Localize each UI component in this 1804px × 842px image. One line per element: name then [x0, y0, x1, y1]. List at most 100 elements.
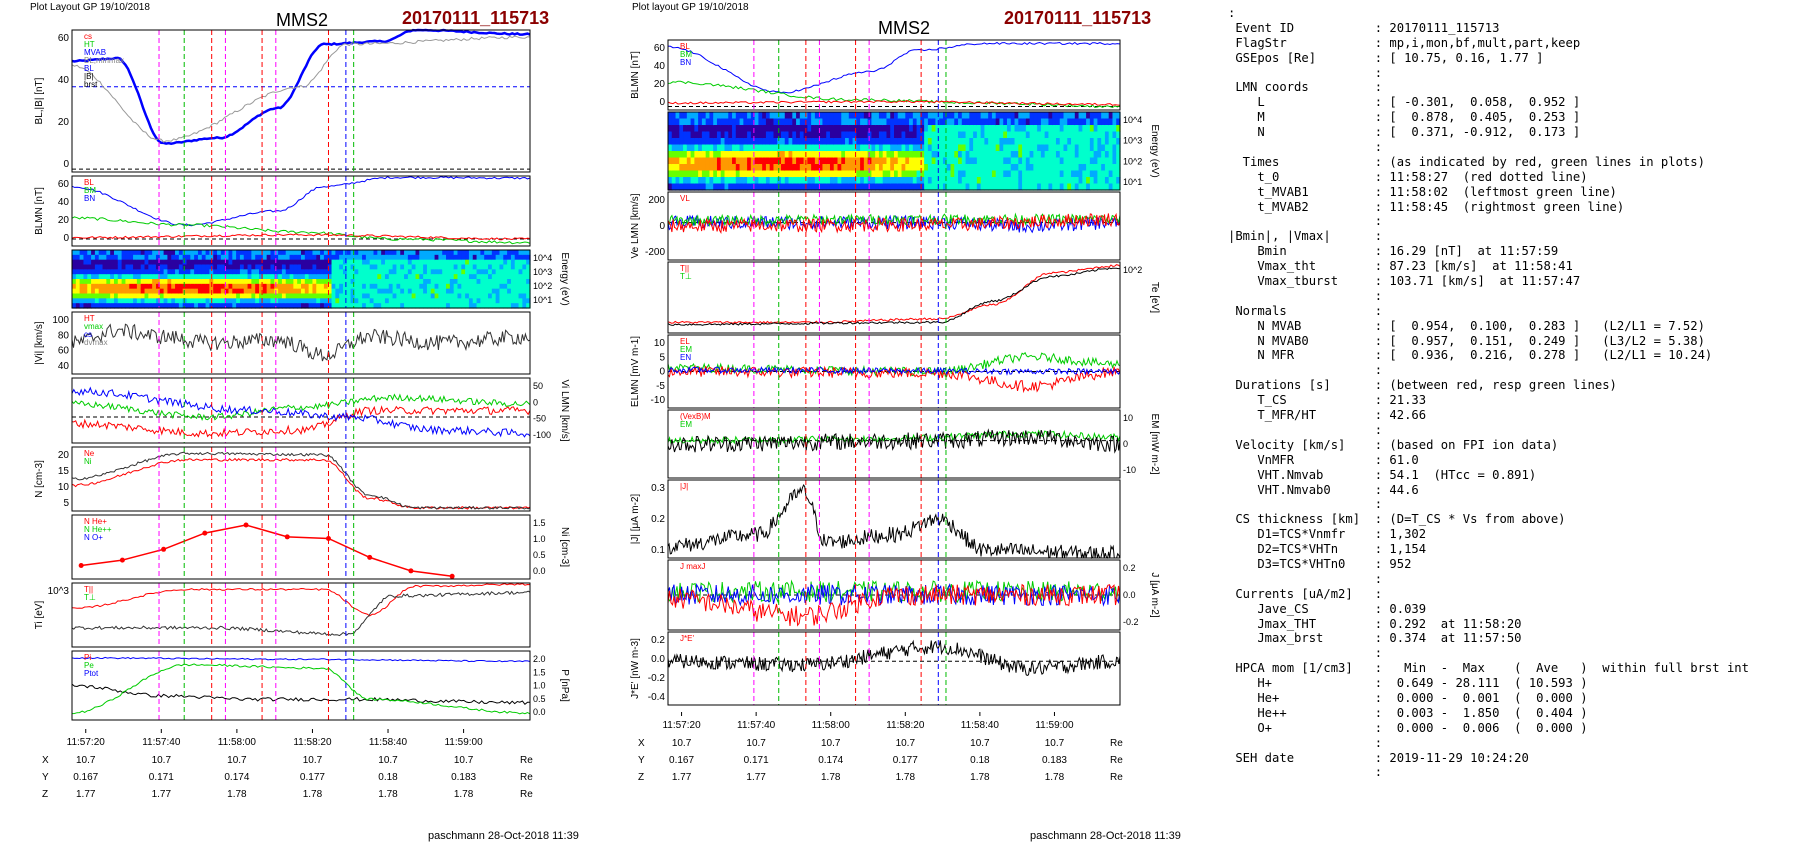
spectrogram-cell [856, 131, 861, 139]
spectrogram-cell [278, 293, 283, 299]
spectrogram-cell [110, 293, 115, 299]
spectrogram-cell [148, 254, 153, 261]
spectrogram-cell [178, 279, 184, 285]
spectrogram-cell [522, 303, 527, 309]
spectrogram-cell [259, 254, 264, 261]
legend-entry: EM [680, 420, 692, 429]
spectrogram-cell [178, 254, 184, 261]
spectrogram-cell [94, 264, 100, 270]
spectrogram-cell [182, 293, 188, 299]
spectrogram-cell [942, 164, 948, 172]
spectrogram-cell [507, 250, 512, 256]
spectrogram-cell [1025, 138, 1031, 146]
pos-value: 1.78 [1045, 772, 1065, 783]
legend-entry: BL [84, 178, 94, 187]
spectrogram-cell [213, 303, 218, 309]
spectrogram-cell [144, 274, 149, 280]
spectrogram-cell [209, 303, 214, 309]
spectrogram-cell [784, 112, 790, 120]
spectrogram-cell [781, 131, 786, 139]
spectrogram-cell [270, 274, 275, 280]
spectrogram-cell [243, 283, 249, 290]
spectrogram-cell [499, 269, 504, 275]
data-point [325, 536, 331, 541]
spectrogram-cell [958, 164, 963, 172]
spectrogram-cell [905, 138, 910, 146]
spectrogram-cell [259, 288, 264, 295]
spectrogram-cell [942, 183, 948, 191]
spectrogram-cell [362, 269, 367, 275]
spectrogram-cell [426, 274, 432, 280]
spectrogram-cell [217, 288, 222, 295]
spectrogram-cell [1059, 157, 1065, 165]
spectrogram-cell [339, 303, 344, 309]
spectrogram-cell [958, 131, 963, 139]
spectrogram-cell [683, 164, 688, 172]
spectrogram-cell [236, 303, 241, 309]
spectrogram-cell [796, 177, 801, 185]
spectrogram-cell [407, 250, 413, 256]
spectrogram-cell [453, 269, 459, 275]
spectrogram-cell [668, 125, 673, 133]
spectrogram-cell [98, 269, 104, 275]
y-tick-label-right: 1.0 [533, 681, 546, 691]
spectrogram-cell [1082, 164, 1087, 172]
spectrogram-cell [1029, 157, 1034, 165]
spectrogram-cell [765, 164, 771, 172]
left-layout-label: Plot Layout GP 19/10/2018 [30, 2, 150, 13]
spectrogram-cell [522, 274, 527, 280]
spectrogram-cell [331, 298, 336, 304]
spectrogram-cell [668, 151, 673, 159]
spectrogram-cell [750, 144, 756, 152]
spectrogram-cell [973, 118, 978, 126]
spectrogram-cell [449, 298, 455, 304]
spectrogram-cell [818, 131, 824, 139]
spectrogram-cell [833, 170, 839, 178]
spectrogram-cell [98, 264, 104, 270]
spectrogram-cell [396, 279, 401, 285]
spectrogram-cell [954, 138, 959, 146]
spectrogram-cell [449, 269, 455, 275]
spectrogram-cell [404, 298, 409, 304]
spectrogram-cell [79, 298, 85, 304]
spectrogram-cell [91, 303, 96, 309]
panel-4: 10^2Te [eV]T||T⊥ [667, 261, 1160, 334]
spectrogram-cell [232, 269, 237, 275]
spectrogram-cell [1086, 170, 1091, 178]
spectrogram-cell [754, 170, 759, 178]
spectrogram-cell [220, 298, 226, 304]
spectrogram-cell [239, 264, 245, 270]
legend-entry: J*E' [680, 634, 694, 643]
spectrogram-cell [1104, 151, 1110, 159]
spectrogram-cell [327, 293, 333, 299]
spectrogram-cell [912, 131, 918, 139]
legend-entry: Pi [84, 653, 91, 662]
spectrogram-cell [159, 250, 165, 256]
spectrogram-cell [995, 157, 1001, 165]
spectrogram-cell [886, 170, 891, 178]
spectrogram-cell [728, 151, 733, 159]
spectrogram-cell [106, 293, 111, 299]
spectrogram-cell [1067, 183, 1072, 191]
spectrogram-cell [133, 254, 138, 261]
spectrogram-cell [920, 138, 925, 146]
spectrogram-cell [698, 157, 703, 165]
spectrogram-cell [140, 288, 146, 295]
spectrogram-cell [1086, 112, 1091, 120]
spectrogram-cell [148, 283, 153, 290]
spectrogram-cell [743, 131, 748, 139]
spectrogram-cell [255, 288, 260, 295]
spectrogram-cell [1112, 112, 1117, 120]
spectrogram-cell [102, 269, 107, 275]
series-line [667, 583, 1121, 627]
spectrogram-cell [407, 269, 413, 275]
spectrogram-cell [163, 288, 169, 295]
spectrogram-cell [259, 283, 264, 290]
spectrogram-cell [894, 164, 899, 172]
spectrogram-cell [194, 293, 199, 299]
spectrogram-cell [860, 170, 865, 178]
spectrogram-cell [365, 283, 371, 290]
spectrogram-cell [807, 177, 812, 185]
spectrogram-cell [346, 259, 352, 266]
spectrogram-cell [293, 274, 298, 280]
